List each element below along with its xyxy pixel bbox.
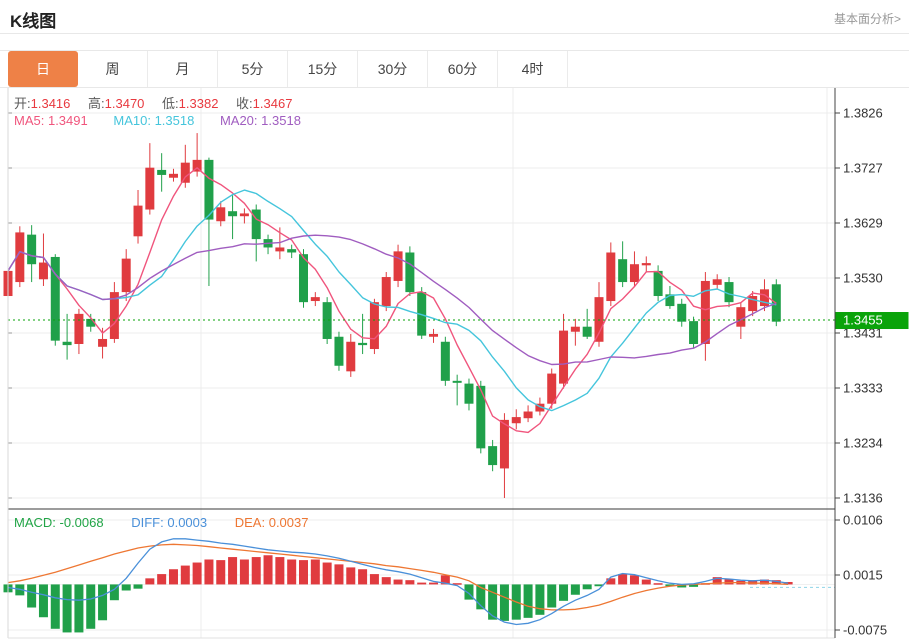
last-price-badge: 1.3455 xyxy=(843,313,883,328)
low-value: 1.3382 xyxy=(178,96,219,111)
tab-5min[interactable]: 5分 xyxy=(218,51,288,87)
period-tabstrip: 日 周 月 5分 15分 30分 60分 4时 xyxy=(0,50,909,88)
svg-text:1.3629: 1.3629 xyxy=(843,216,883,231)
diff-label: DIFF: xyxy=(131,515,164,530)
svg-text:1.3136: 1.3136 xyxy=(843,491,883,506)
ma20-label: MA20: xyxy=(219,113,258,128)
close-label: 收: xyxy=(236,96,253,111)
svg-text:1.3727: 1.3727 xyxy=(843,161,883,176)
svg-text:1.3826: 1.3826 xyxy=(843,106,883,121)
ma-readout: MA5: 1.3491 MA10: 1.3518 MA20: 1.3518 xyxy=(14,113,315,128)
high-label: 高: xyxy=(88,96,105,111)
tab-day[interactable]: 日 xyxy=(8,51,78,87)
open-value: 1.3416 xyxy=(30,96,71,111)
diff-value: 0.0003 xyxy=(167,515,208,530)
tab-month[interactable]: 月 xyxy=(148,51,218,87)
tab-week[interactable]: 周 xyxy=(78,51,148,87)
ma20-value: 1.3518 xyxy=(261,113,301,128)
ma10-value: 1.3518 xyxy=(154,113,195,128)
high-value: 1.3470 xyxy=(104,96,145,111)
ma5-label: MA5: xyxy=(14,113,45,128)
title-divider xyxy=(0,33,909,34)
svg-text:0.0015: 0.0015 xyxy=(843,568,883,583)
ma10-label: MA10: xyxy=(113,113,151,128)
macd-value: -0.0068 xyxy=(59,515,104,530)
tab-60min[interactable]: 60分 xyxy=(428,51,498,87)
svg-text:1.3333: 1.3333 xyxy=(843,381,883,396)
dea-label: DEA: xyxy=(234,515,266,530)
dea-value: 0.0037 xyxy=(268,515,309,530)
svg-text:1.3530: 1.3530 xyxy=(843,271,883,286)
svg-text:-0.0075: -0.0075 xyxy=(843,623,887,638)
tab-30min[interactable]: 30分 xyxy=(358,51,428,87)
macd-label: MACD: xyxy=(14,515,56,530)
close-value: 1.3467 xyxy=(252,96,293,111)
svg-text:0.0106: 0.0106 xyxy=(843,513,883,528)
svg-text:1.3431: 1.3431 xyxy=(843,326,883,341)
low-label: 低: xyxy=(162,96,179,111)
page-title: K线图 xyxy=(10,12,57,31)
ma5-value: 1.3491 xyxy=(47,113,88,128)
svg-text:1.3234: 1.3234 xyxy=(843,436,883,451)
ohlc-readout: 开:1.3416 高:1.3470 低:1.3382 收:1.3467 xyxy=(14,93,306,112)
fundamental-analysis-link[interactable]: 基本面分析> xyxy=(833,12,901,26)
tab-4hour[interactable]: 4时 xyxy=(498,51,568,87)
open-label: 开: xyxy=(14,96,31,111)
tab-15min[interactable]: 15分 xyxy=(288,51,358,87)
macd-readout: MACD: -0.0068 DIFF: 0.0003 DEA: 0.0037 xyxy=(14,515,322,530)
